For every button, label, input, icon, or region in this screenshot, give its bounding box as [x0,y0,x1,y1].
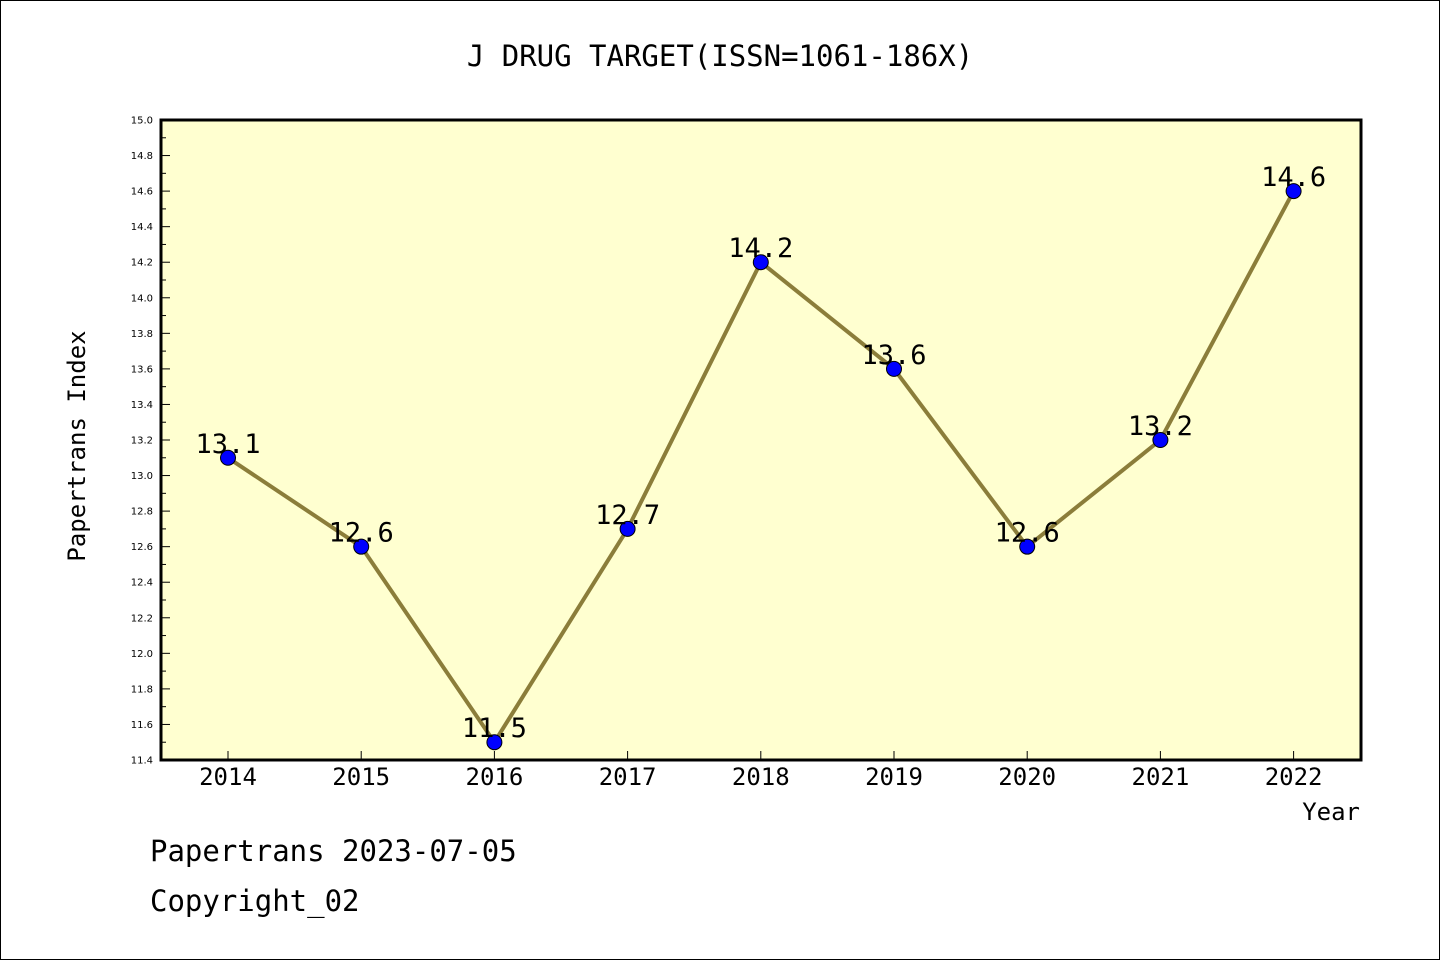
x-tick-label: 2022 [1265,763,1323,791]
data-label: 12.6 [329,518,394,549]
data-label: 12.6 [995,518,1060,549]
y-tick-label: 13.2 [131,436,153,447]
y-tick-label: 11.6 [131,720,153,731]
data-point [1285,183,1302,200]
data-label: 13.2 [1128,411,1193,442]
y-tick-label: 11.8 [131,684,153,695]
y-axis: 11.4 11.6 11.8 12.0 12.2 12.4 12.6 12.8 13.0 13.2… [131,116,170,767]
data-point [353,538,370,555]
x-tick-label: 2018 [732,763,790,791]
footer-date-text: Papertrans 2023-07-05 [150,834,517,868]
x-axis: 2014 2015 2016 2017 2018 2019 2020 2021 2022 [199,751,1322,791]
data-point [886,360,902,377]
x-tick-label: 2020 [998,763,1056,791]
y-tick-label: 12.4 [131,578,153,589]
data-label: 11.5 [462,713,527,744]
data-point [752,254,769,271]
data-point [619,520,636,537]
series-group: 13.1 12.6 11.5 12.7 14.2 13.6 12.6 13.2 14.6 [195,162,1326,751]
x-tick-label: 2019 [865,763,923,791]
y-tick-label: 14.6 [131,187,153,198]
y-tick-label: 14.8 [131,151,153,162]
data-label: 12.7 [595,500,660,531]
data-label: 13.1 [195,429,260,460]
chart-title: J DRUG TARGET(ISSN=1061-186X) [467,39,973,73]
data-point [486,734,503,751]
y-tick-label: 13.6 [131,364,153,375]
y-tick-label: 13.0 [131,471,153,482]
y-tick-label: 12.6 [131,542,153,553]
y-axis-label: Papertrans Index [63,330,91,561]
data-point [220,449,236,466]
data-point [1019,538,1036,555]
y-tick-label: 15.0 [131,116,153,127]
data-label: 13.6 [861,340,926,371]
y-tick-label: 13.4 [131,400,153,411]
data-label: 14.2 [728,233,793,264]
x-tick-label: 2016 [466,763,524,791]
x-tick-label: 2015 [332,763,390,791]
y-tick-label: 11.4 [131,756,153,767]
data-point [1152,432,1169,448]
x-tick-label: 2014 [199,763,257,791]
y-tick-label: 14.2 [131,258,153,269]
x-axis-label: Year [1302,798,1360,826]
data-label: 14.6 [1261,162,1326,193]
y-tick-label: 12.2 [131,613,153,624]
x-tick-label: 2021 [1132,763,1190,791]
y-tick-label: 12.8 [131,507,153,518]
footer-copyright-text: Copyright_02 [150,884,360,918]
y-tick-label: 12.0 [131,649,153,660]
y-tick-label: 14.4 [131,222,153,233]
y-tick-label: 14.0 [131,293,153,304]
y-tick-label: 13.8 [131,329,153,340]
x-tick-label: 2017 [599,763,657,791]
